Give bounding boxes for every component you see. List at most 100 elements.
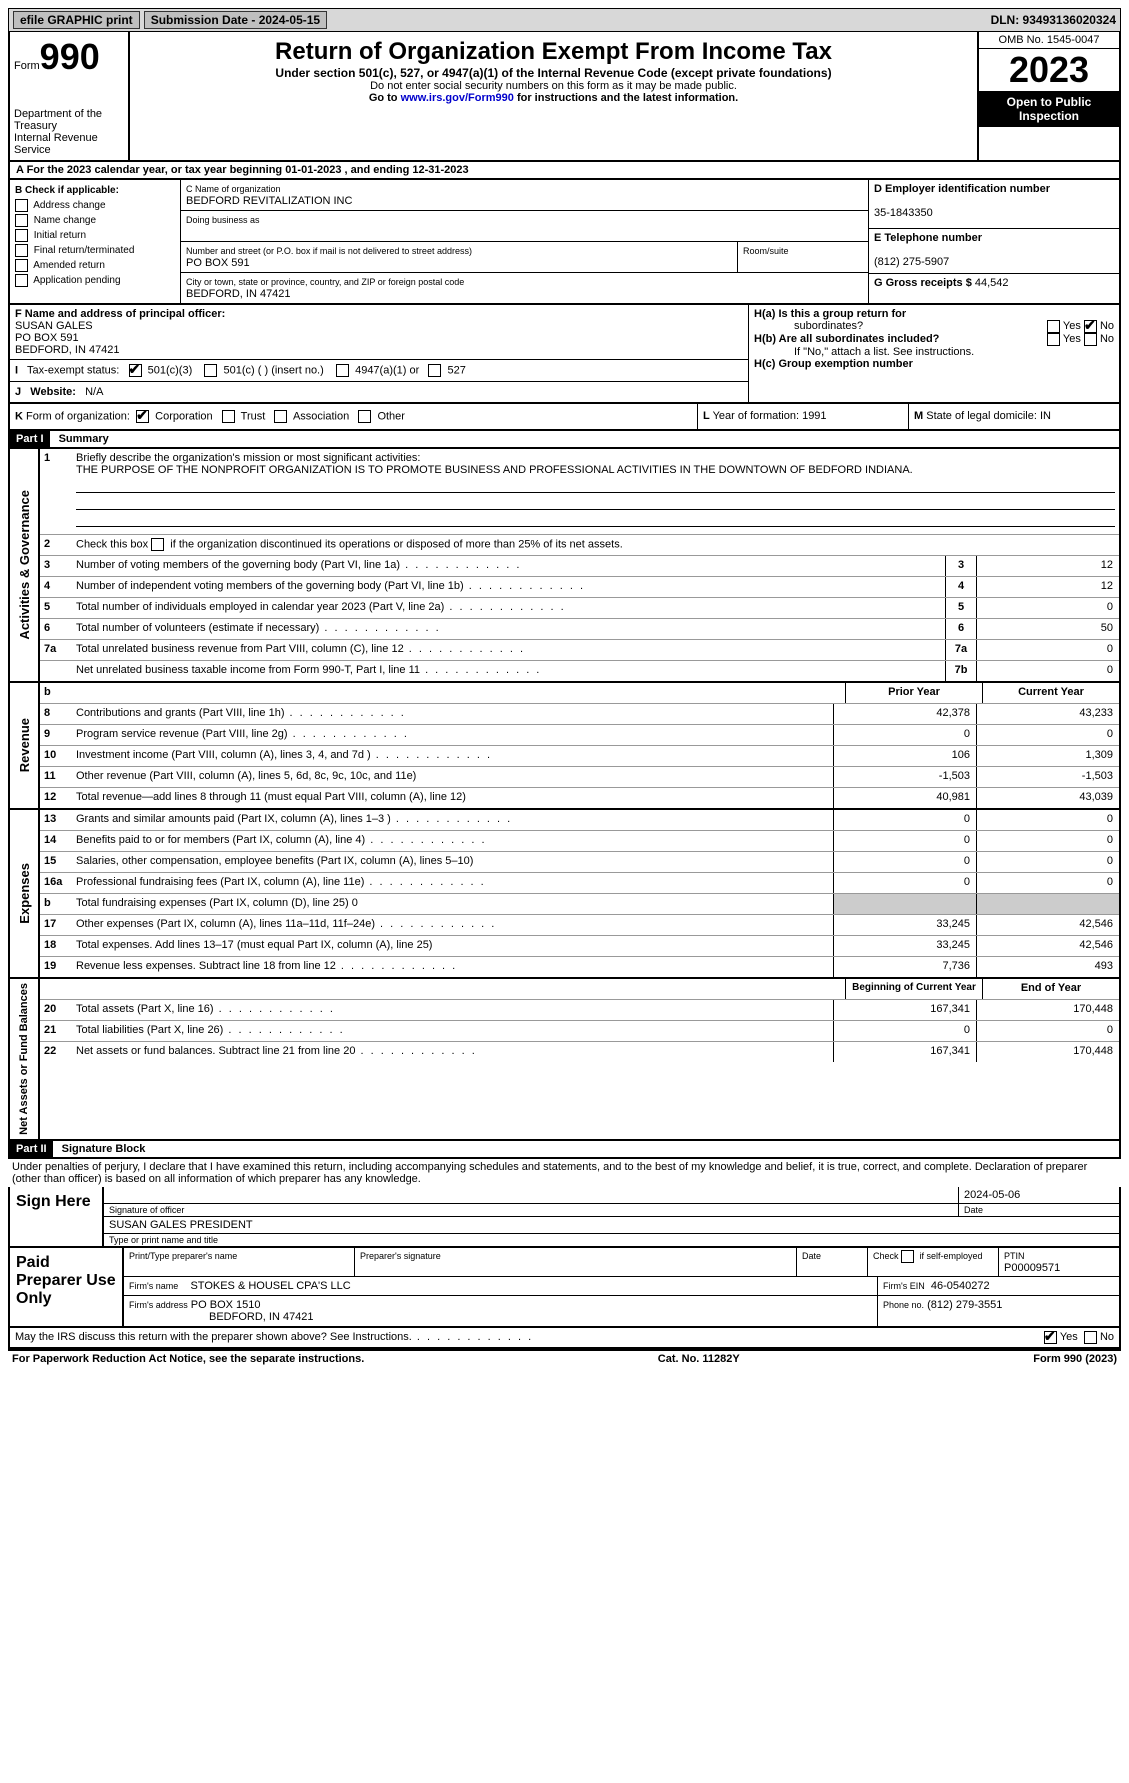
- firm-ein: 46-0540272: [931, 1280, 990, 1292]
- checkbox-discontinued[interactable]: [151, 538, 164, 551]
- sec-m-label: M: [914, 410, 923, 422]
- website-value: N/A: [85, 386, 103, 398]
- checkbox-527[interactable]: [428, 364, 441, 377]
- efile-top-bar: efile GRAPHIC print Submission Date - 20…: [8, 8, 1121, 32]
- line18-text: Total expenses. Add lines 13–17 (must eq…: [72, 936, 833, 956]
- line21-text: Total liabilities (Part X, line 26): [72, 1021, 833, 1041]
- line3-val: 12: [976, 556, 1119, 576]
- firm-addr-label: Firm's address: [129, 1300, 188, 1310]
- netassets-block: Net Assets or Fund Balances Beginning of…: [8, 979, 1121, 1141]
- firm-phone-label: Phone no.: [883, 1300, 924, 1310]
- opt-4947: 4947(a)(1) or: [355, 364, 419, 376]
- checkbox-initial-return[interactable]: [15, 229, 28, 242]
- ssn-note: Do not enter social security numbers on …: [136, 80, 971, 92]
- checkbox-ha-yes[interactable]: [1047, 320, 1060, 333]
- opt-501c: 501(c) ( ) (insert no.): [224, 364, 324, 376]
- line19-text: Revenue less expenses. Subtract line 18 …: [72, 957, 833, 977]
- ein-label: D Employer identification number: [874, 183, 1050, 195]
- tax-year: 2023: [979, 49, 1119, 91]
- paid-preparer-block: Paid Preparer Use Only Print/Type prepar…: [8, 1248, 1121, 1328]
- officer-sign-name: SUSAN GALES PRESIDENT: [104, 1217, 1119, 1234]
- line11-cy: -1,503: [976, 767, 1119, 787]
- checkbox-501c[interactable]: [204, 364, 217, 377]
- sec-l-label: L: [703, 410, 710, 422]
- opt-address-change: Address change: [33, 200, 105, 211]
- sec-k-label: K: [15, 410, 23, 422]
- checkbox-other[interactable]: [358, 410, 371, 423]
- footer-left: For Paperwork Reduction Act Notice, see …: [12, 1353, 364, 1365]
- opt-other: Other: [377, 410, 405, 422]
- line15-py: 0: [833, 852, 976, 872]
- room-label: Room/suite: [743, 246, 789, 256]
- hc-label: H(c) Group exemption number: [754, 358, 913, 370]
- checkbox-trust[interactable]: [222, 410, 235, 423]
- line11-text: Other revenue (Part VIII, column (A), li…: [72, 767, 833, 787]
- checkbox-self-employed[interactable]: [901, 1250, 914, 1263]
- checkbox-final-return[interactable]: [15, 244, 28, 257]
- checkbox-discuss-yes[interactable]: [1044, 1331, 1057, 1344]
- sig-officer-label: Signature of officer: [104, 1204, 959, 1216]
- form-label: Form: [14, 60, 40, 72]
- line2-text-pre: Check this box: [76, 538, 151, 550]
- mission-question: Briefly describe the organization's miss…: [76, 452, 420, 464]
- omb-number: OMB No. 1545-0047: [979, 32, 1119, 49]
- dept-treasury: Department of the Treasury: [14, 108, 124, 132]
- preparer-sig-label: Preparer's signature: [360, 1251, 441, 1261]
- footer-right: Form 990 (2023): [1033, 1353, 1117, 1365]
- ptin-label: PTIN: [1004, 1251, 1025, 1261]
- type-name-label: Type or print name and title: [104, 1234, 1119, 1246]
- line17-text: Other expenses (Part IX, column (A), lin…: [72, 915, 833, 935]
- org-name-label: C Name of organization: [186, 184, 281, 194]
- checkbox-app-pending[interactable]: [15, 274, 28, 287]
- checkbox-amended[interactable]: [15, 259, 28, 272]
- hb-label: H(b) Are all subordinates included?: [754, 333, 939, 345]
- firm-name: STOKES & HOUSEL CPA'S LLC: [190, 1280, 350, 1292]
- line16a-text: Professional fundraising fees (Part IX, …: [72, 873, 833, 893]
- checkbox-ha-no[interactable]: [1084, 320, 1097, 333]
- checkbox-address-change[interactable]: [15, 199, 28, 212]
- part1-label: Part I: [10, 431, 50, 447]
- checkbox-name-change[interactable]: [15, 214, 28, 227]
- vert-nafb: Net Assets or Fund Balances: [16, 979, 32, 1139]
- line6-val: 50: [976, 619, 1119, 639]
- section-d-e-g: D Employer identification number 35-1843…: [869, 180, 1119, 303]
- form-subtitle: Under section 501(c), 527, or 4947(a)(1)…: [136, 66, 971, 80]
- line16b-cy-grey: [976, 894, 1119, 914]
- checkbox-corp[interactable]: [136, 410, 149, 423]
- checkbox-4947[interactable]: [336, 364, 349, 377]
- line3-text: Number of voting members of the governin…: [72, 556, 945, 576]
- line5-val: 0: [976, 598, 1119, 618]
- goto-link[interactable]: www.irs.gov/Form990: [401, 92, 514, 104]
- checkbox-assoc[interactable]: [274, 410, 287, 423]
- opt-amended: Amended return: [33, 260, 105, 271]
- line22-cy: 170,448: [976, 1042, 1119, 1062]
- discuss-no: No: [1100, 1331, 1114, 1344]
- footer: For Paperwork Reduction Act Notice, see …: [8, 1349, 1121, 1367]
- line16a-py: 0: [833, 873, 976, 893]
- perjury-statement: Under penalties of perjury, I declare th…: [8, 1159, 1121, 1187]
- form-number: 990: [40, 36, 100, 77]
- footer-center: Cat. No. 11282Y: [658, 1353, 740, 1365]
- officer-city: BEDFORD, IN 47421: [15, 344, 120, 356]
- goto-prefix: Go to: [369, 92, 401, 104]
- line8-py: 42,378: [833, 704, 976, 724]
- ptin-value: P00009571: [1004, 1262, 1060, 1274]
- checkbox-hb-yes[interactable]: [1047, 333, 1060, 346]
- line7b-text: Net unrelated business taxable income fr…: [72, 661, 945, 681]
- efile-print-button[interactable]: efile GRAPHIC print: [13, 11, 140, 29]
- line4-text: Number of independent voting members of …: [72, 577, 945, 597]
- year-formation: Year of formation: 1991: [713, 410, 827, 422]
- opt-name-change: Name change: [34, 215, 96, 226]
- form-header: Form990 Department of the Treasury Inter…: [8, 32, 1121, 162]
- line7a-text: Total unrelated business revenue from Pa…: [72, 640, 945, 660]
- line22-text: Net assets or fund balances. Subtract li…: [72, 1042, 833, 1062]
- preparer-date-label: Date: [802, 1251, 821, 1261]
- sign-date: 2024-05-06: [959, 1187, 1119, 1203]
- checkbox-hb-no[interactable]: [1084, 333, 1097, 346]
- checkbox-discuss-no[interactable]: [1084, 1331, 1097, 1344]
- opt-corp: Corporation: [155, 410, 212, 422]
- sec-j-label: J: [15, 386, 21, 398]
- checkbox-501c3[interactable]: [129, 364, 142, 377]
- part2-label: Part II: [10, 1141, 53, 1157]
- hb-no: No: [1100, 333, 1114, 346]
